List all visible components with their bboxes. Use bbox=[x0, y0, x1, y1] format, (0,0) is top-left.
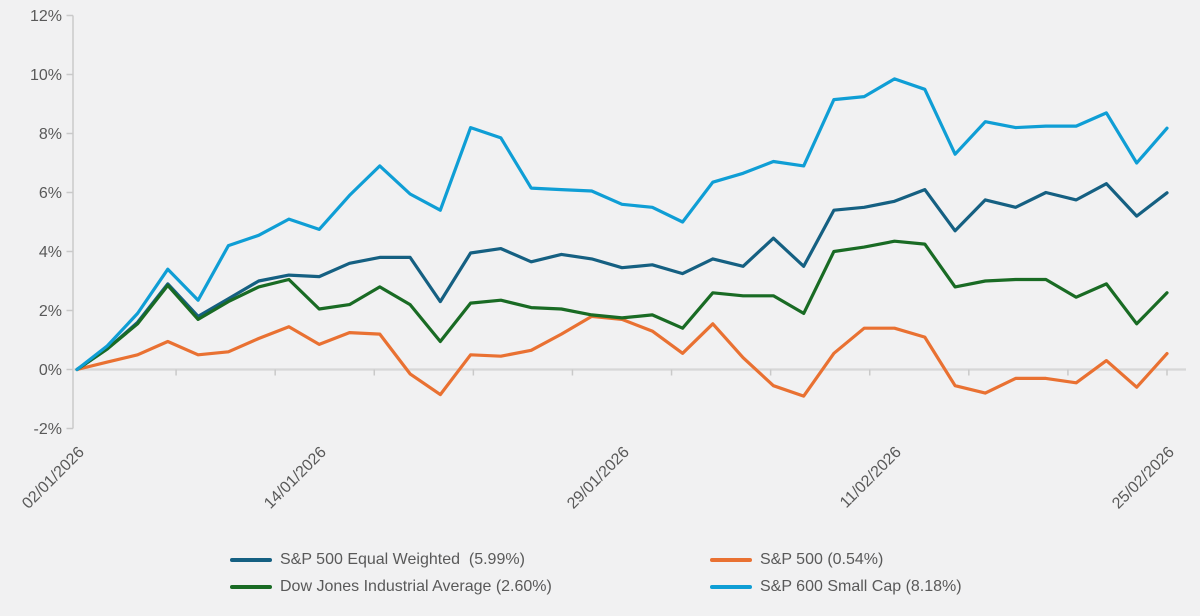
y-axis: 12% 10% 8% 6% 4% 2% 0% -2% bbox=[30, 8, 62, 438]
x-tick-label: 02/01/2026 bbox=[19, 444, 88, 513]
y-tick-label: 2% bbox=[39, 303, 62, 320]
series-line-dow-jones-industrial-average bbox=[75, 239, 1169, 372]
y-tick-label: 8% bbox=[39, 126, 62, 143]
series-lines bbox=[75, 77, 1169, 398]
series-line-s-p-500-equal-weighted bbox=[75, 182, 1169, 372]
y-tick-label: 10% bbox=[30, 67, 62, 84]
x-tick-label: 29/01/2026 bbox=[564, 444, 633, 513]
x-tick-label: 25/02/2026 bbox=[1109, 444, 1178, 513]
series-line-s-p-500 bbox=[75, 314, 1169, 398]
zero-gridline bbox=[73, 368, 1186, 376]
x-tick-label: 14/01/2026 bbox=[261, 444, 330, 513]
axis-lines bbox=[66, 14, 74, 430]
y-tick-label: 4% bbox=[39, 244, 62, 261]
y-tick-label: 6% bbox=[39, 185, 62, 202]
y-tick-label: 12% bbox=[30, 8, 62, 25]
x-axis: 02/01/2026 14/01/2026 29/01/2026 11/02/2… bbox=[19, 444, 1178, 513]
y-tick-label: -2% bbox=[34, 421, 62, 438]
y-tick-label: 0% bbox=[39, 362, 62, 379]
series-line-s-p-600-small-cap bbox=[75, 77, 1169, 372]
x-tick-label: 11/02/2026 bbox=[837, 444, 905, 512]
